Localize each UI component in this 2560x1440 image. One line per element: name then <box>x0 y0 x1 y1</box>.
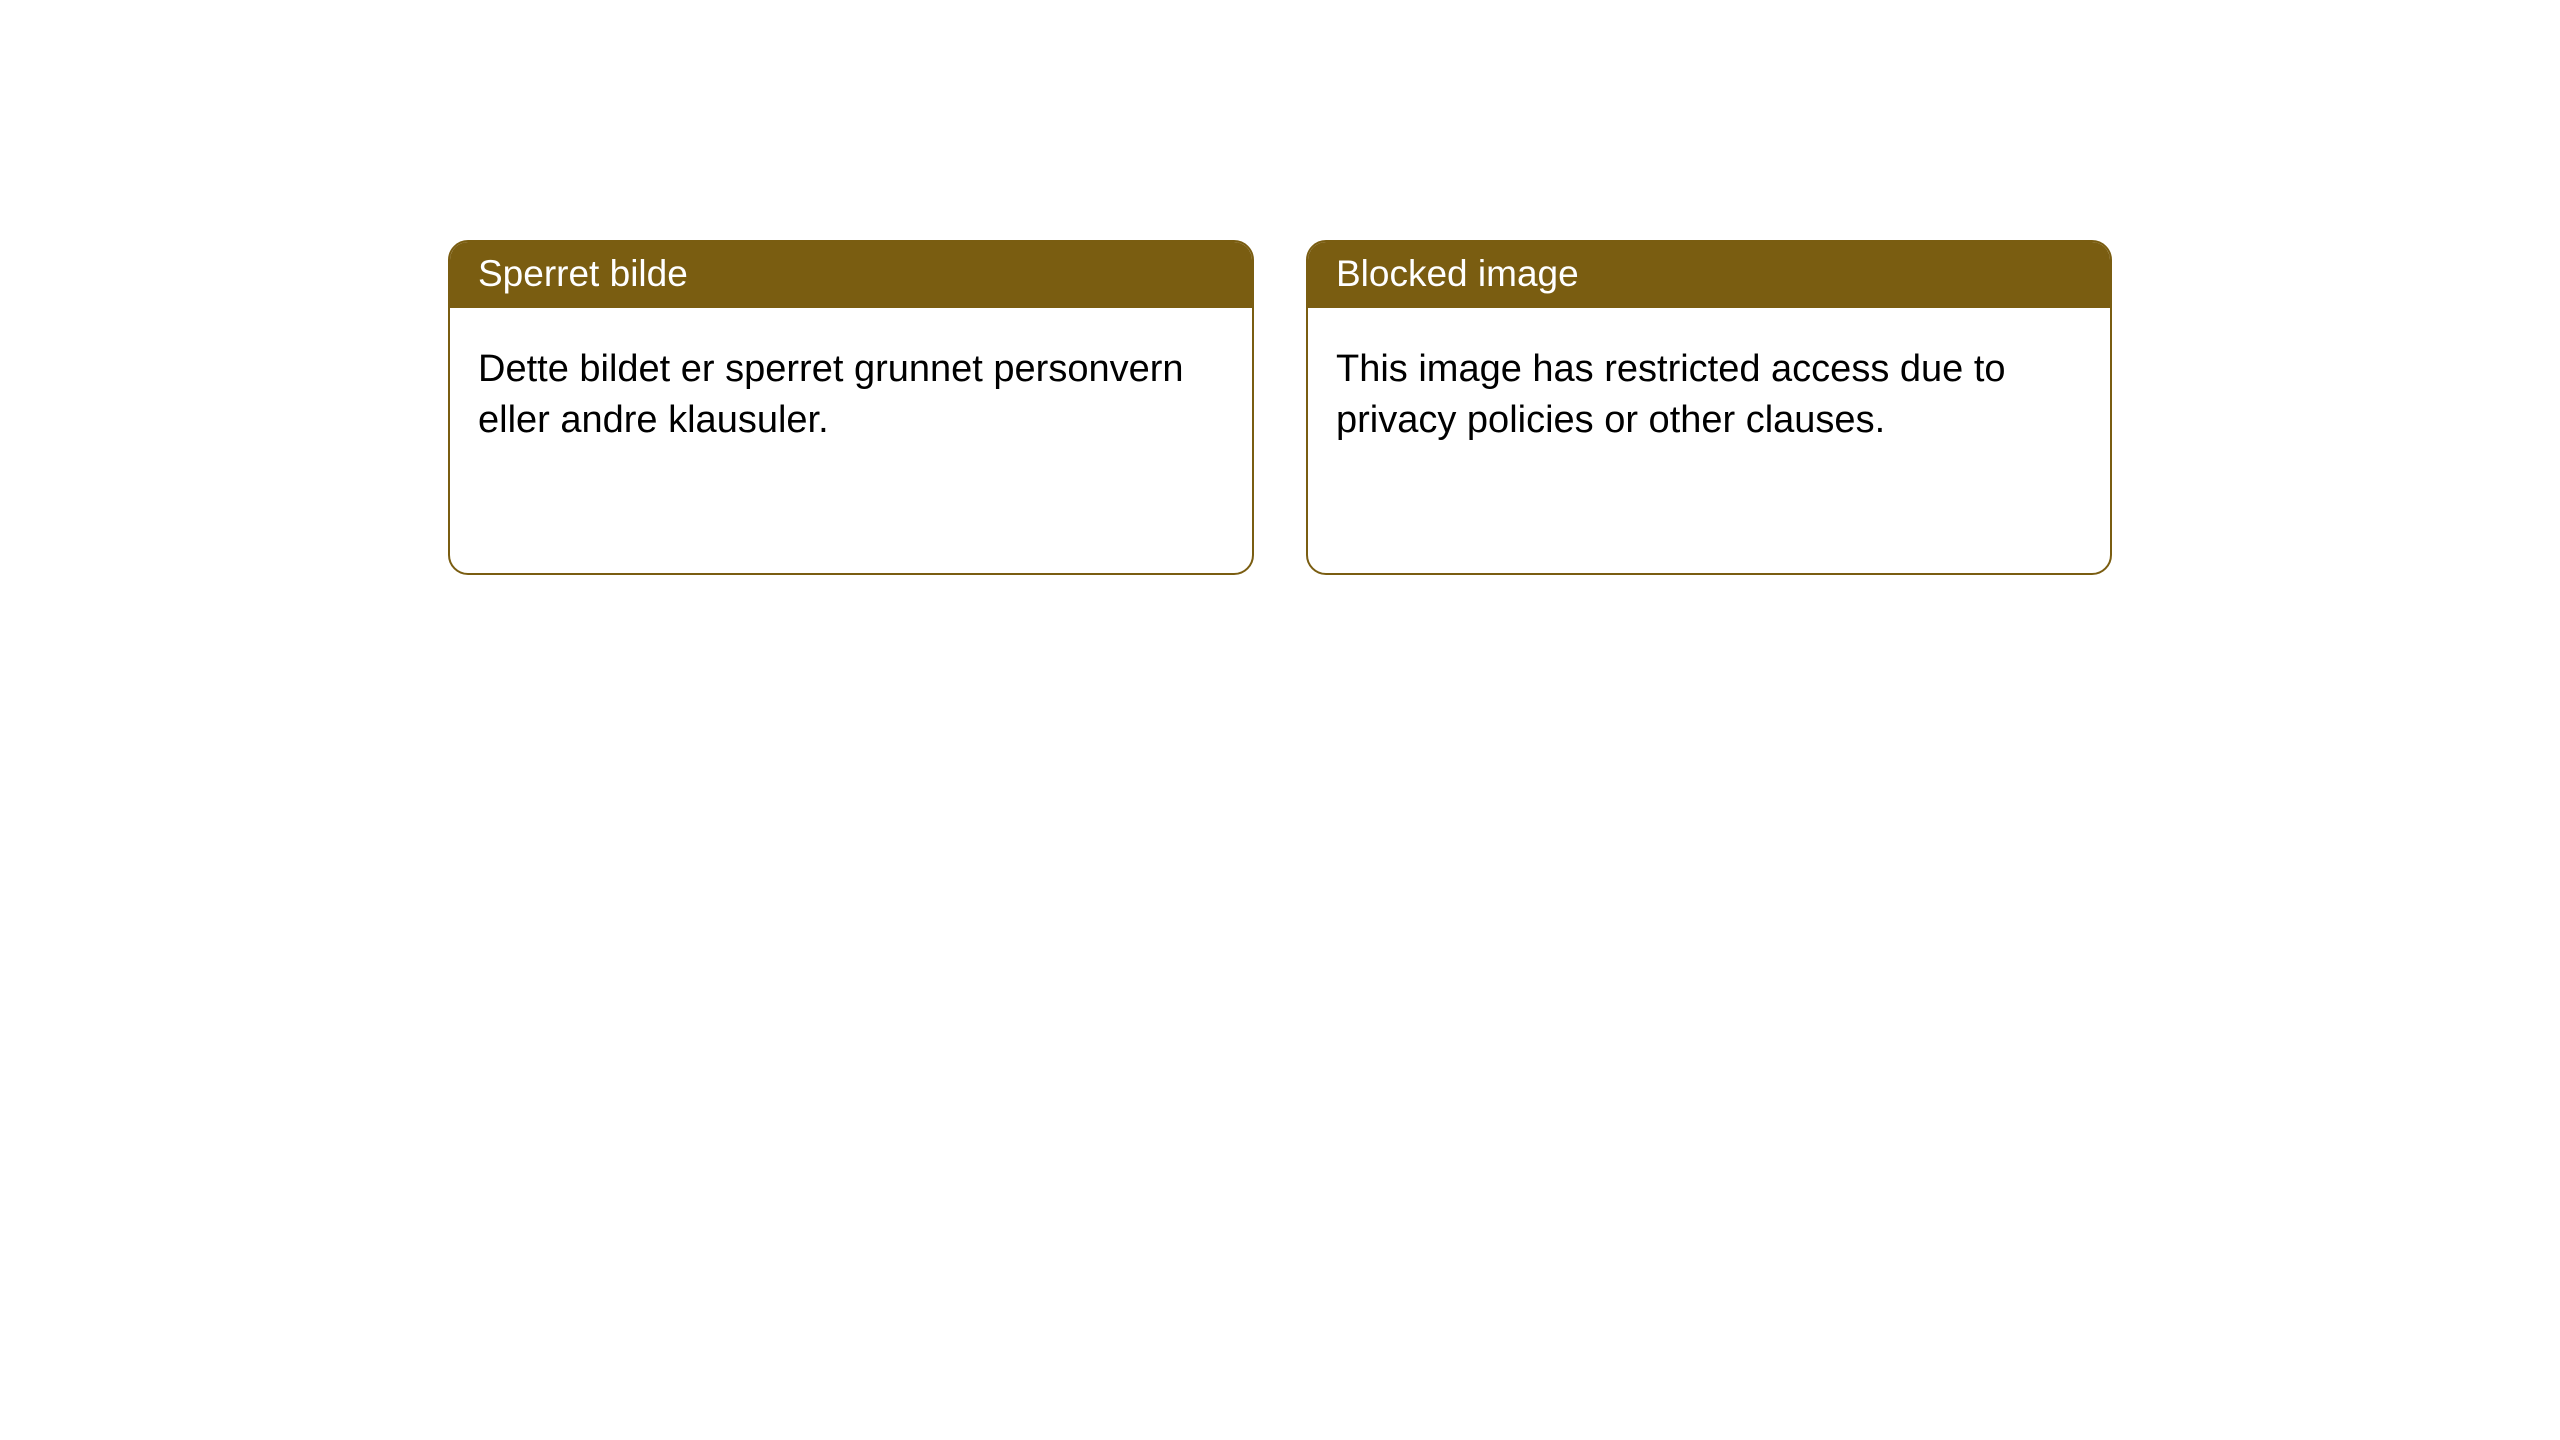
panel-body-text-no: Dette bildet er sperret grunnet personve… <box>478 348 1184 441</box>
panel-header-no: Sperret bilde <box>450 242 1252 308</box>
panel-title-en: Blocked image <box>1336 253 1579 294</box>
panels-container: Sperret bilde Dette bildet er sperret gr… <box>0 0 2560 575</box>
panel-title-no: Sperret bilde <box>478 253 688 294</box>
panel-body-en: This image has restricted access due to … <box>1308 308 2110 475</box>
blocked-image-panel-no: Sperret bilde Dette bildet er sperret gr… <box>448 240 1254 575</box>
panel-body-no: Dette bildet er sperret grunnet personve… <box>450 308 1252 475</box>
panel-body-text-en: This image has restricted access due to … <box>1336 348 2006 441</box>
blocked-image-panel-en: Blocked image This image has restricted … <box>1306 240 2112 575</box>
panel-header-en: Blocked image <box>1308 242 2110 308</box>
